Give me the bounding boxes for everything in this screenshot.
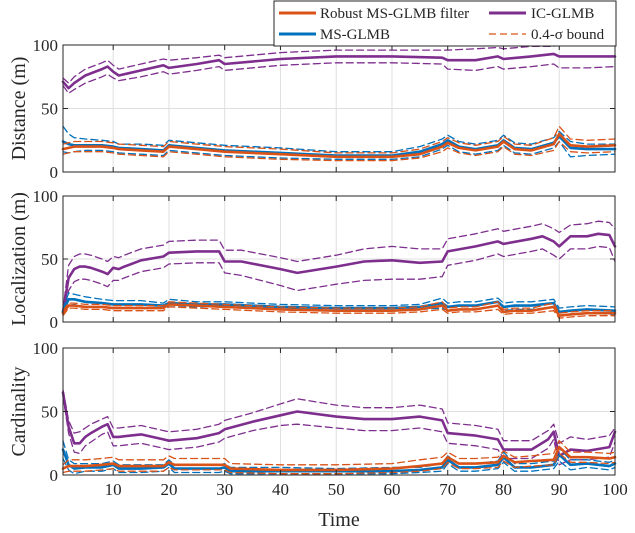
distance-ic-glmb-upper-bound-line (62, 44, 616, 84)
cardinality-ytick-label-100: 100 (33, 339, 59, 358)
cardinality-xtick-label-90: 90 (551, 480, 568, 499)
cardinality-xtick-label-100: 100 (602, 480, 628, 499)
legend-box (273, 0, 617, 47)
localization-ytick-label-100: 100 (33, 187, 59, 206)
cardinality-ytick-label-50: 50 (41, 403, 58, 422)
localization-ytick-label-50: 50 (41, 250, 58, 269)
distance-ic-glmb-lower-bound-line (62, 62, 616, 94)
cardinality-xtick-label-10: 10 (105, 480, 122, 499)
localization-robust-ms-glmb-upper-bound-line (62, 301, 616, 314)
distance-panel: 0 50 100 Distance (m) (8, 36, 617, 182)
distance-ms-glmb-lower-bound-line (62, 140, 616, 160)
cardinality-y-axis-label: Cardinality (8, 367, 30, 457)
cardinality-xtick-label-20: 20 (160, 480, 177, 499)
cardinality-xtick-label-60: 60 (383, 480, 400, 499)
distance-ic-glmb-line (61, 52, 617, 90)
distance-series-group (61, 44, 617, 162)
localization-panel: 0 50 100 Localization (m) (8, 187, 617, 332)
localization-series-group (61, 220, 617, 319)
distance-ytick-label-50: 50 (41, 100, 58, 119)
legend-label-bound: 0.4-σ bound (531, 27, 605, 43)
localization-y-axis-label: Localization (m) (8, 192, 30, 326)
cardinality-ticks: 10 20 30 40 50 60 70 80 90 100 0 50 100 (33, 339, 628, 499)
legend-label-icglmb: IC-GLMB (531, 6, 594, 22)
cardinality-xtick-label-70: 70 (439, 480, 456, 499)
cardinality-xtick-label-80: 80 (495, 480, 512, 499)
legend-label-robust: Robust MS-GLMB filter (320, 6, 469, 22)
cardinality-ytick-label-0: 0 (50, 466, 59, 485)
localization-ic-glmb-line (61, 232, 617, 314)
legend-label-msglmb: MS-GLMB (320, 27, 390, 43)
localization-ic-glmb-upper-bound-line (62, 220, 616, 311)
cardinality-ms-glmb-upper-bound-line (62, 440, 616, 470)
cardinality-ic-glmb-line (61, 391, 617, 458)
cardinality-xtick-label-50: 50 (328, 480, 345, 499)
distance-robust-ms-glmb-lower-bound-line (62, 140, 616, 162)
localization-ic-glmb-lower-bound-line (62, 245, 616, 316)
time-x-axis-label: Time (318, 509, 360, 531)
distance-y-axis-label: Distance (m) (8, 57, 30, 161)
cardinality-robust-ms-glmb-filter-line (61, 445, 617, 472)
localization-ticks: 0 50 100 (33, 187, 616, 332)
legend: Robust MS-GLMB filter IC-GLMB MS-GLMB 0.… (273, 0, 617, 47)
cardinality-ic-glmb-upper-bound-line (62, 389, 616, 444)
cardinality-xtick-label-30: 30 (216, 480, 233, 499)
localization-robust-ms-glmb-lower-bound-line (62, 306, 616, 319)
cardinality-xtick-label-40: 40 (272, 480, 289, 499)
localization-robust-ms-glmb-filter-line (61, 303, 617, 318)
localization-ms-glmb-upper-bound-line (62, 292, 616, 311)
distance-ms-glmb-upper-bound-line (62, 125, 616, 153)
localization-ytick-label-0: 0 (50, 313, 59, 332)
distance-robust-ms-glmb-filter-line (61, 132, 617, 159)
distance-robust-ms-glmb-upper-bound-line (62, 125, 616, 154)
distance-ytick-label-100: 100 (33, 36, 59, 55)
cardinality-robust-ms-glmb-upper-bound-line (62, 440, 616, 466)
cardinality-ic-glmb-lower-bound-line (62, 395, 616, 466)
distance-ytick-label-0: 0 (50, 163, 59, 182)
